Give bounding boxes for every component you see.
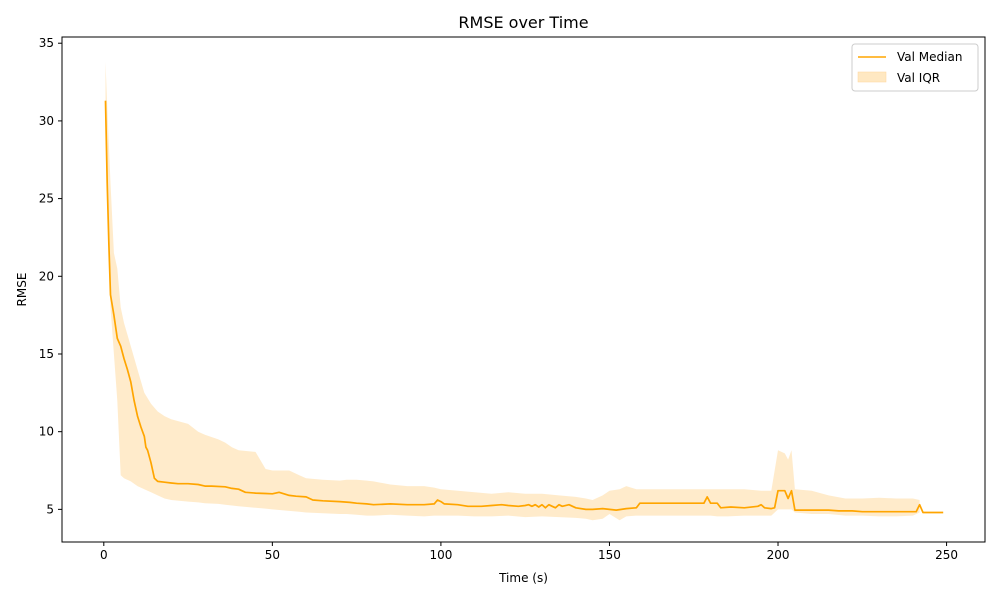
plot-frame bbox=[61, 36, 986, 543]
x-axis-label: Time (s) bbox=[498, 571, 548, 585]
median-line bbox=[104, 100, 944, 514]
x-tick-label: 200 bbox=[767, 548, 790, 562]
median-line-layer bbox=[104, 100, 944, 514]
x-tick-label: 50 bbox=[265, 548, 280, 562]
x-tick-label: 0 bbox=[100, 548, 108, 562]
iqr-band-layer bbox=[105, 61, 920, 521]
y-tick-label: 5 bbox=[46, 502, 54, 516]
y-tick-label: 15 bbox=[39, 347, 54, 361]
y-axis-label: RMSE bbox=[15, 273, 29, 307]
y-tick-label: 10 bbox=[39, 425, 54, 439]
legend-iqr-label: Val IQR bbox=[897, 71, 940, 85]
iqr-band bbox=[105, 61, 920, 521]
y-tick-label: 30 bbox=[39, 114, 54, 128]
legend: Val Median Val IQR bbox=[851, 43, 979, 92]
x-tick-label: 100 bbox=[429, 548, 452, 562]
y-tick-label: 35 bbox=[39, 36, 54, 50]
y-axis-ticks: 5 10 15 20 25 30 35 bbox=[39, 36, 62, 516]
x-tick-label: 150 bbox=[598, 548, 621, 562]
legend-median-label: Val Median bbox=[897, 50, 962, 64]
legend-iqr-swatch bbox=[857, 71, 887, 83]
y-tick-label: 25 bbox=[39, 192, 54, 206]
x-tick-label: 250 bbox=[935, 548, 958, 562]
chart-title: RMSE over Time bbox=[458, 13, 588, 32]
y-tick-label: 20 bbox=[39, 269, 54, 283]
x-axis-ticks: 0 50 100 150 200 250 bbox=[100, 542, 958, 562]
